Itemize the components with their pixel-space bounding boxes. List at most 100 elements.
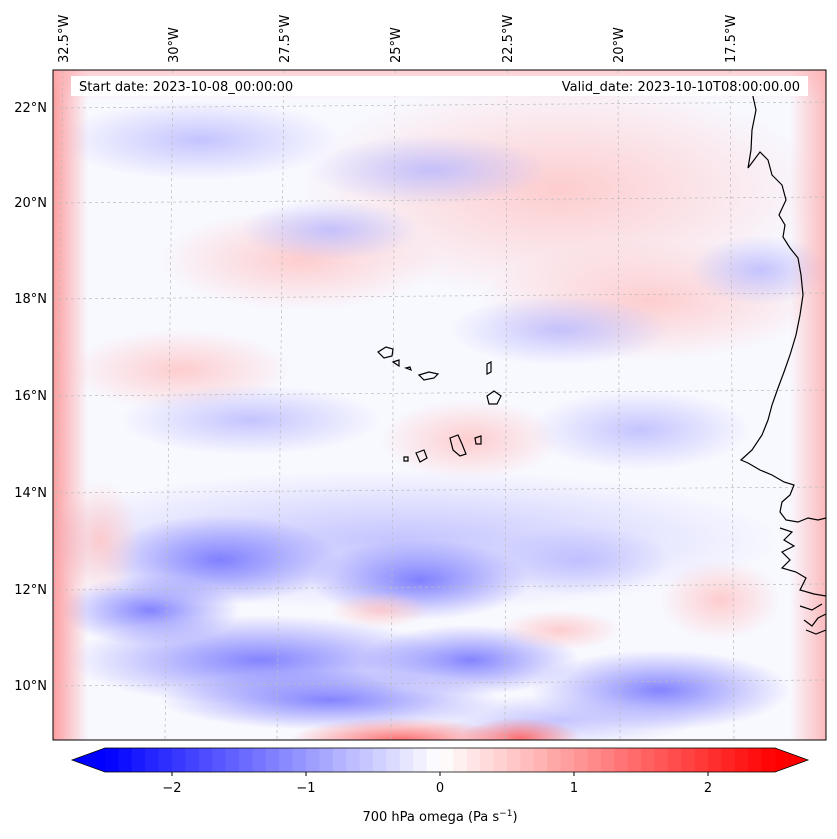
gridline-lon-22-5 [504, 70, 508, 740]
lon-label-17-5w: 17.5°W [724, 15, 739, 63]
sao-nicolau-island [417, 371, 440, 381]
gridline-lon-17-5 [729, 70, 735, 740]
omega-field [53, 70, 826, 740]
colorbar-level-band [681, 748, 695, 772]
gridline-lon-27-5 [276, 70, 285, 740]
colorbar-level-band [507, 748, 521, 772]
colorbar-level-band [118, 748, 133, 772]
colorbar-level-band [520, 748, 535, 772]
colorbar-level-band [306, 748, 320, 772]
colorbar-level-band [466, 748, 481, 772]
lat-label-16n: 16°N [14, 389, 47, 404]
gridline-lat-16 [53, 389, 826, 397]
colorbar-level-band [748, 748, 762, 772]
colorbar-levels [105, 748, 776, 772]
colorbar-level-band [453, 748, 468, 772]
colorbar: −2 −1 0 1 2 700 hPa omega (Pa s−1) [70, 747, 810, 825]
lat-label-18n: 18°N [14, 292, 47, 307]
santa-luzia-island [404, 366, 412, 372]
colorbar-tick-label: −1 [296, 781, 315, 796]
colorbar-level-band [225, 748, 240, 772]
lon-label-32-5w: 32.5°W [57, 15, 72, 63]
info-bar [71, 76, 808, 96]
colorbar-tick-label: 1 [570, 781, 578, 796]
colorbar-level-band [547, 748, 561, 772]
colorbar-level-band [386, 748, 401, 772]
colorbar-label: 700 hPa omega (Pa s−1) [362, 809, 517, 825]
colorbar-ticks: −2 −1 0 1 2 [162, 772, 712, 796]
colorbar-level-band [212, 748, 226, 772]
gridline-lon-30 [164, 70, 174, 740]
lon-label-27-5w: 27.5°W [278, 15, 293, 63]
colorbar-level-band [198, 748, 213, 772]
boa-vista-island [486, 390, 502, 405]
gridline-lat-22 [53, 101, 826, 109]
colorbar-level-band [574, 748, 588, 772]
lon-label-30w: 30°W [167, 27, 182, 63]
colorbar-level-band [279, 748, 293, 772]
colorbar-level-band [359, 748, 374, 772]
lat-label-12n: 12°N [14, 583, 47, 598]
colorbar-level-band [413, 748, 427, 772]
colorbar-level-band [158, 748, 173, 772]
colorbar-level-band [667, 748, 682, 772]
colorbar-level-band [587, 748, 602, 772]
colorbar-max-extend [775, 748, 808, 772]
fogo-island [415, 449, 428, 463]
colorbar-level-band [185, 748, 200, 772]
colorbar-level-band [493, 748, 508, 772]
colorbar-tick-label: 0 [436, 781, 444, 796]
lat-label-22n: 22°N [14, 101, 47, 116]
lon-label-25w: 25°W [389, 27, 404, 63]
colorbar-level-band [641, 748, 655, 772]
lat-label-20n: 20°N [14, 196, 47, 211]
gridline-lat-14 [53, 486, 826, 494]
colorbar-level-band [145, 748, 159, 772]
lon-label-20w: 20°W [612, 27, 627, 63]
brava-island [403, 456, 409, 462]
gridline-lat-18 [53, 292, 826, 300]
colorbar-level-band [600, 748, 615, 772]
africa-coastline [739, 91, 826, 635]
colorbar-level-band [373, 748, 387, 772]
colorbar-tick-label: 2 [704, 781, 712, 796]
gridline-lon-25 [390, 70, 396, 740]
map-frame [52, 69, 827, 741]
colorbar-level-band [480, 748, 494, 772]
colorbar-tick-label: −2 [162, 781, 181, 796]
colorbar-level-band [694, 748, 709, 772]
colorbar-level-band [734, 748, 749, 772]
lat-label-10n: 10°N [14, 679, 47, 694]
latitude-labels: 22°N 20°N 18°N 16°N 14°N 12°N 10°N [14, 101, 47, 694]
graticule [53, 70, 826, 740]
maio-island [474, 435, 482, 445]
colorbar-level-band [131, 748, 146, 772]
colorbar-level-band [252, 748, 267, 772]
colorbar-level-band [265, 748, 280, 772]
gridline-lat-20 [53, 196, 826, 204]
colorbar-level-band [332, 748, 347, 772]
colorbar-level-band [319, 748, 334, 772]
longitude-labels: 32.5°W 30°W 27.5°W 25°W 22.5°W 20°W 17.5… [57, 15, 739, 63]
colorbar-level-band [627, 748, 642, 772]
colorbar-level-band [761, 748, 776, 772]
gridline-lon-20 [617, 70, 621, 740]
colorbar-level-band [440, 748, 454, 772]
colorbar-level-band [708, 748, 722, 772]
colorbar-level-band [346, 748, 360, 772]
sao-vicente-island [391, 359, 400, 368]
sal-island [486, 361, 492, 375]
colorbar-level-band [399, 748, 414, 772]
colorbar-level-band [560, 748, 575, 772]
colorbar-level-band [721, 748, 736, 772]
colorbar-min-extend [72, 748, 105, 772]
colorbar-level-band [239, 748, 253, 772]
santo-antao-island [377, 346, 394, 359]
gridline-lon-32-5 [53, 70, 64, 740]
santiago-island [449, 434, 467, 457]
start-date-label: Start date: 2023-10-08_00:00:00 [79, 80, 293, 95]
lat-label-14n: 14°N [14, 486, 47, 501]
coastlines [377, 91, 826, 635]
colorbar-level-band [614, 748, 628, 772]
